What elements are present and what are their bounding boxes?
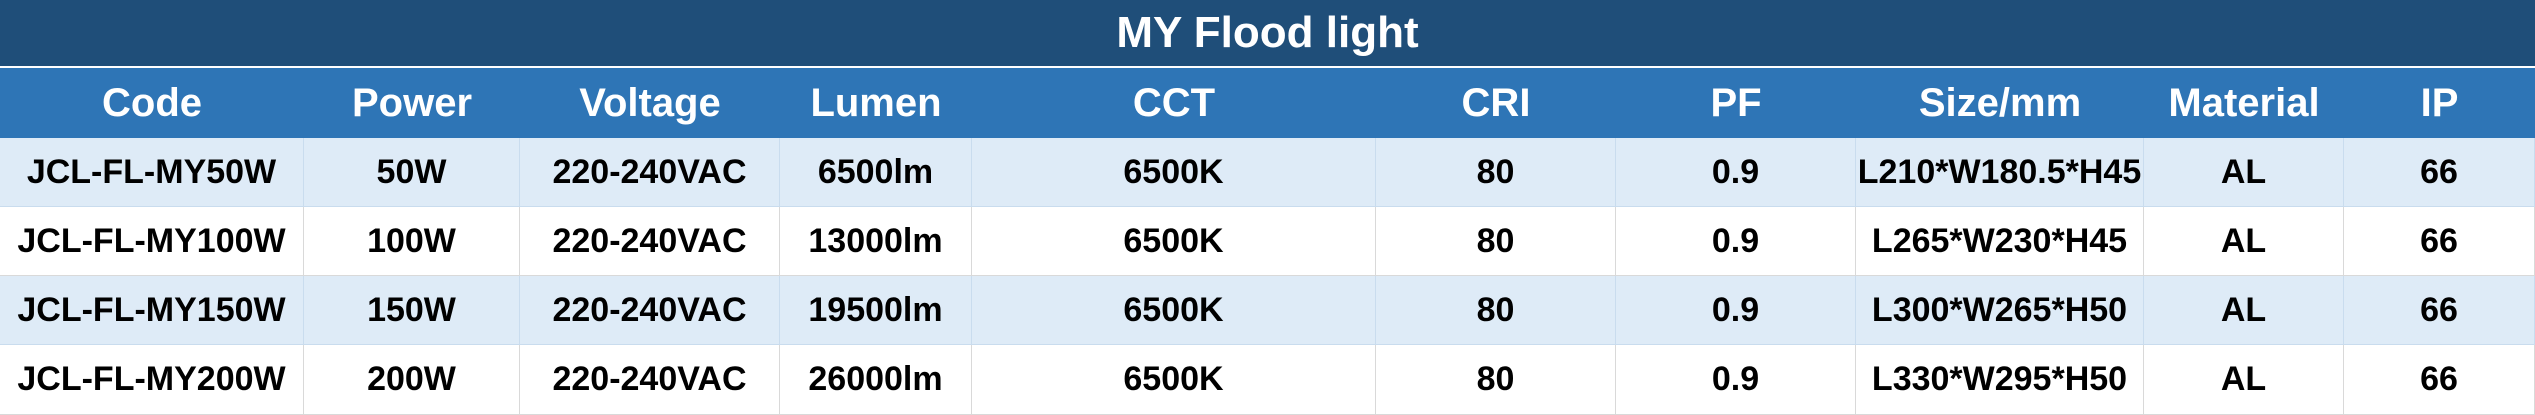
table-row: JCL-FL-MY50W 50W 220-240VAC 6500lm 6500K… <box>0 138 2535 207</box>
cell-cri: 80 <box>1376 207 1616 276</box>
cell-ip: 66 <box>2344 138 2535 207</box>
cell-pf: 0.9 <box>1616 207 1856 276</box>
cell-pf: 0.9 <box>1616 345 1856 415</box>
cell-lumen: 13000lm <box>780 207 972 276</box>
cell-code: JCL-FL-MY50W <box>0 138 304 207</box>
cell-lumen: 19500lm <box>780 276 972 345</box>
table-row: JCL-FL-MY150W 150W 220-240VAC 19500lm 65… <box>0 276 2535 345</box>
cell-power: 50W <box>304 138 520 207</box>
header-row: Code Power Voltage Lumen CCT CRI PF Size… <box>0 68 2535 138</box>
cell-voltage: 220-240VAC <box>520 345 780 415</box>
cell-ip: 66 <box>2344 207 2535 276</box>
cell-cri: 80 <box>1376 345 1616 415</box>
cell-power: 200W <box>304 345 520 415</box>
cell-voltage: 220-240VAC <box>520 207 780 276</box>
header-material: Material <box>2168 80 2320 125</box>
header-ip: IP <box>2420 80 2459 125</box>
table-row: JCL-FL-MY100W 100W 220-240VAC 13000lm 65… <box>0 207 2535 276</box>
header-lumen: Lumen <box>810 80 942 125</box>
cell-lumen: 26000lm <box>780 345 972 415</box>
cell-size: L300*W265*H50 <box>1856 276 2144 345</box>
cell-size: L210*W180.5*H45 <box>1856 138 2144 207</box>
cell-pf: 0.9 <box>1616 276 1856 345</box>
cell-ip: 66 <box>2344 345 2535 415</box>
cell-material: AL <box>2144 207 2344 276</box>
header-size: Size/mm <box>1918 80 2082 125</box>
header-voltage: Voltage <box>579 80 721 125</box>
cell-code: JCL-FL-MY100W <box>0 207 304 276</box>
cell-cct: 6500K <box>972 138 1376 207</box>
cell-cct: 6500K <box>972 345 1376 415</box>
table-row: JCL-FL-MY200W 200W 220-240VAC 26000lm 65… <box>0 345 2535 415</box>
cell-material: AL <box>2144 138 2344 207</box>
cell-code: JCL-FL-MY150W <box>0 276 304 345</box>
cell-material: AL <box>2144 276 2344 345</box>
cell-cct: 6500K <box>972 276 1376 345</box>
cell-size: L330*W295*H50 <box>1856 345 2144 415</box>
cell-ip: 66 <box>2344 276 2535 345</box>
cell-cri: 80 <box>1376 276 1616 345</box>
cell-voltage: 220-240VAC <box>520 276 780 345</box>
cell-power: 150W <box>304 276 520 345</box>
header-cct: CCT <box>1132 80 1216 125</box>
header-cri: CRI <box>1461 80 1531 125</box>
header-pf: PF <box>1710 80 1762 125</box>
table-title: MY Flood light <box>0 0 2535 68</box>
cell-cri: 80 <box>1376 138 1616 207</box>
cell-size: L265*W230*H45 <box>1856 207 2144 276</box>
header-power: Power <box>351 80 473 125</box>
cell-material: AL <box>2144 345 2344 415</box>
cell-voltage: 220-240VAC <box>520 138 780 207</box>
cell-pf: 0.9 <box>1616 138 1856 207</box>
cell-lumen: 6500lm <box>780 138 972 207</box>
cell-code: JCL-FL-MY200W <box>0 345 304 415</box>
header-code: Code <box>102 80 202 125</box>
cell-cct: 6500K <box>972 207 1376 276</box>
cell-power: 100W <box>304 207 520 276</box>
